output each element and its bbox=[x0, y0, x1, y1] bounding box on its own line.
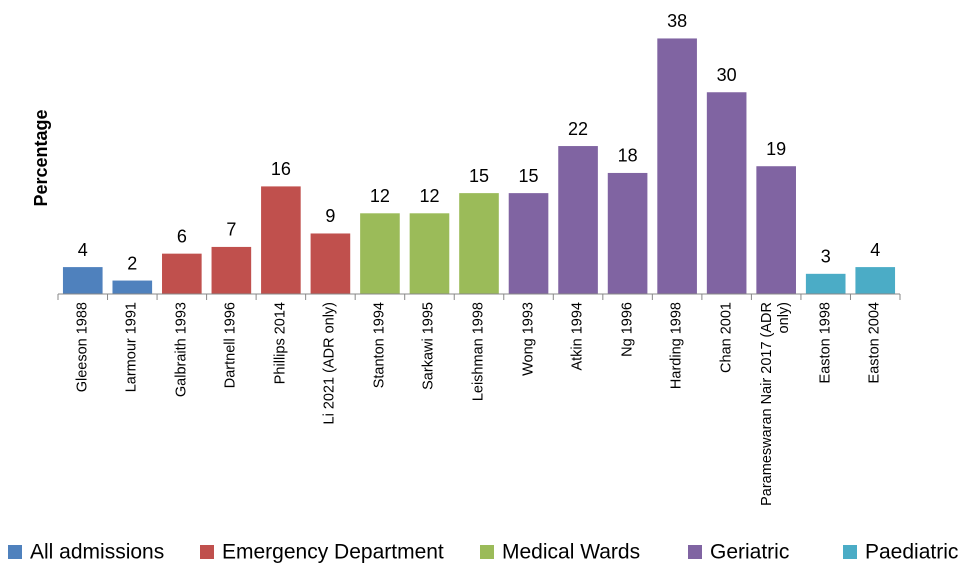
data-label: 22 bbox=[568, 119, 588, 139]
legend-swatch bbox=[688, 545, 702, 559]
bar bbox=[360, 213, 400, 294]
bar bbox=[459, 193, 499, 294]
data-label: 30 bbox=[717, 65, 737, 85]
legend-label: All admissions bbox=[30, 541, 164, 563]
x-tick-label: Larmour 1991 bbox=[123, 302, 140, 393]
data-label: 3 bbox=[821, 247, 831, 267]
legend-label: Medical Wards bbox=[502, 541, 640, 563]
x-tick-label: Easton 1998 bbox=[817, 302, 834, 384]
x-tick-label: Stanton 1994 bbox=[371, 302, 388, 389]
legend-swatch bbox=[8, 545, 22, 559]
bar bbox=[62, 267, 103, 294]
legend-swatch bbox=[200, 545, 214, 559]
data-label: 38 bbox=[667, 11, 687, 31]
bar bbox=[112, 280, 153, 294]
x-tick-label: Leishman 1998 bbox=[470, 302, 487, 402]
bar bbox=[508, 193, 549, 294]
data-label: 15 bbox=[469, 166, 489, 186]
bar bbox=[756, 166, 796, 294]
data-label: 18 bbox=[618, 146, 638, 166]
data-label: 4 bbox=[78, 240, 88, 260]
x-tick-label: Galbraith 1993 bbox=[173, 302, 190, 398]
bar bbox=[211, 246, 252, 294]
bar bbox=[162, 253, 202, 294]
x-tick-label: Atkin 1994 bbox=[569, 302, 586, 371]
x-tick-label: Wong 1993 bbox=[520, 302, 537, 376]
data-label: 9 bbox=[325, 206, 335, 226]
bar bbox=[310, 233, 351, 294]
x-tick-label: Sarkawi 1995 bbox=[420, 302, 437, 390]
data-label: 19 bbox=[766, 139, 786, 159]
legend-label: Emergency Department bbox=[222, 541, 444, 563]
x-tick-label: Dartnell 1996 bbox=[222, 302, 239, 389]
x-tick-label: Phillips 2014 bbox=[272, 302, 289, 385]
legend-swatch bbox=[480, 545, 494, 559]
data-label: 7 bbox=[226, 220, 236, 240]
x-tick-label: Chan 2001 bbox=[718, 302, 735, 373]
y-axis-label: Percentage bbox=[31, 109, 51, 206]
x-tick-label: Gleeson 1988 bbox=[74, 302, 91, 393]
data-label: 12 bbox=[419, 186, 439, 206]
data-label: 6 bbox=[177, 226, 187, 246]
data-label: 15 bbox=[519, 166, 539, 186]
bar bbox=[607, 172, 648, 294]
x-tick-label: Harding 1998 bbox=[668, 302, 685, 390]
x-tick-label: Parameswaran Nair 2017 (ADR only) bbox=[759, 302, 793, 506]
x-tick-label: Li 2021 (ADR only) bbox=[321, 302, 338, 425]
bar bbox=[706, 92, 747, 294]
x-tick-label: Easton 2004 bbox=[866, 302, 883, 384]
legend-swatch bbox=[843, 545, 857, 559]
legend-label: Geriatric bbox=[710, 541, 789, 563]
data-label: 16 bbox=[271, 159, 291, 179]
bar bbox=[558, 146, 598, 294]
data-label: 4 bbox=[870, 240, 880, 260]
bar bbox=[805, 273, 846, 294]
data-label: 12 bbox=[370, 186, 390, 206]
data-label: 2 bbox=[127, 253, 137, 273]
bar bbox=[657, 38, 697, 295]
x-tick-label: Ng 1996 bbox=[619, 302, 636, 357]
legend-label: Paediatric bbox=[865, 541, 958, 563]
bar bbox=[409, 213, 450, 294]
bar bbox=[261, 186, 301, 294]
bar bbox=[855, 267, 896, 294]
